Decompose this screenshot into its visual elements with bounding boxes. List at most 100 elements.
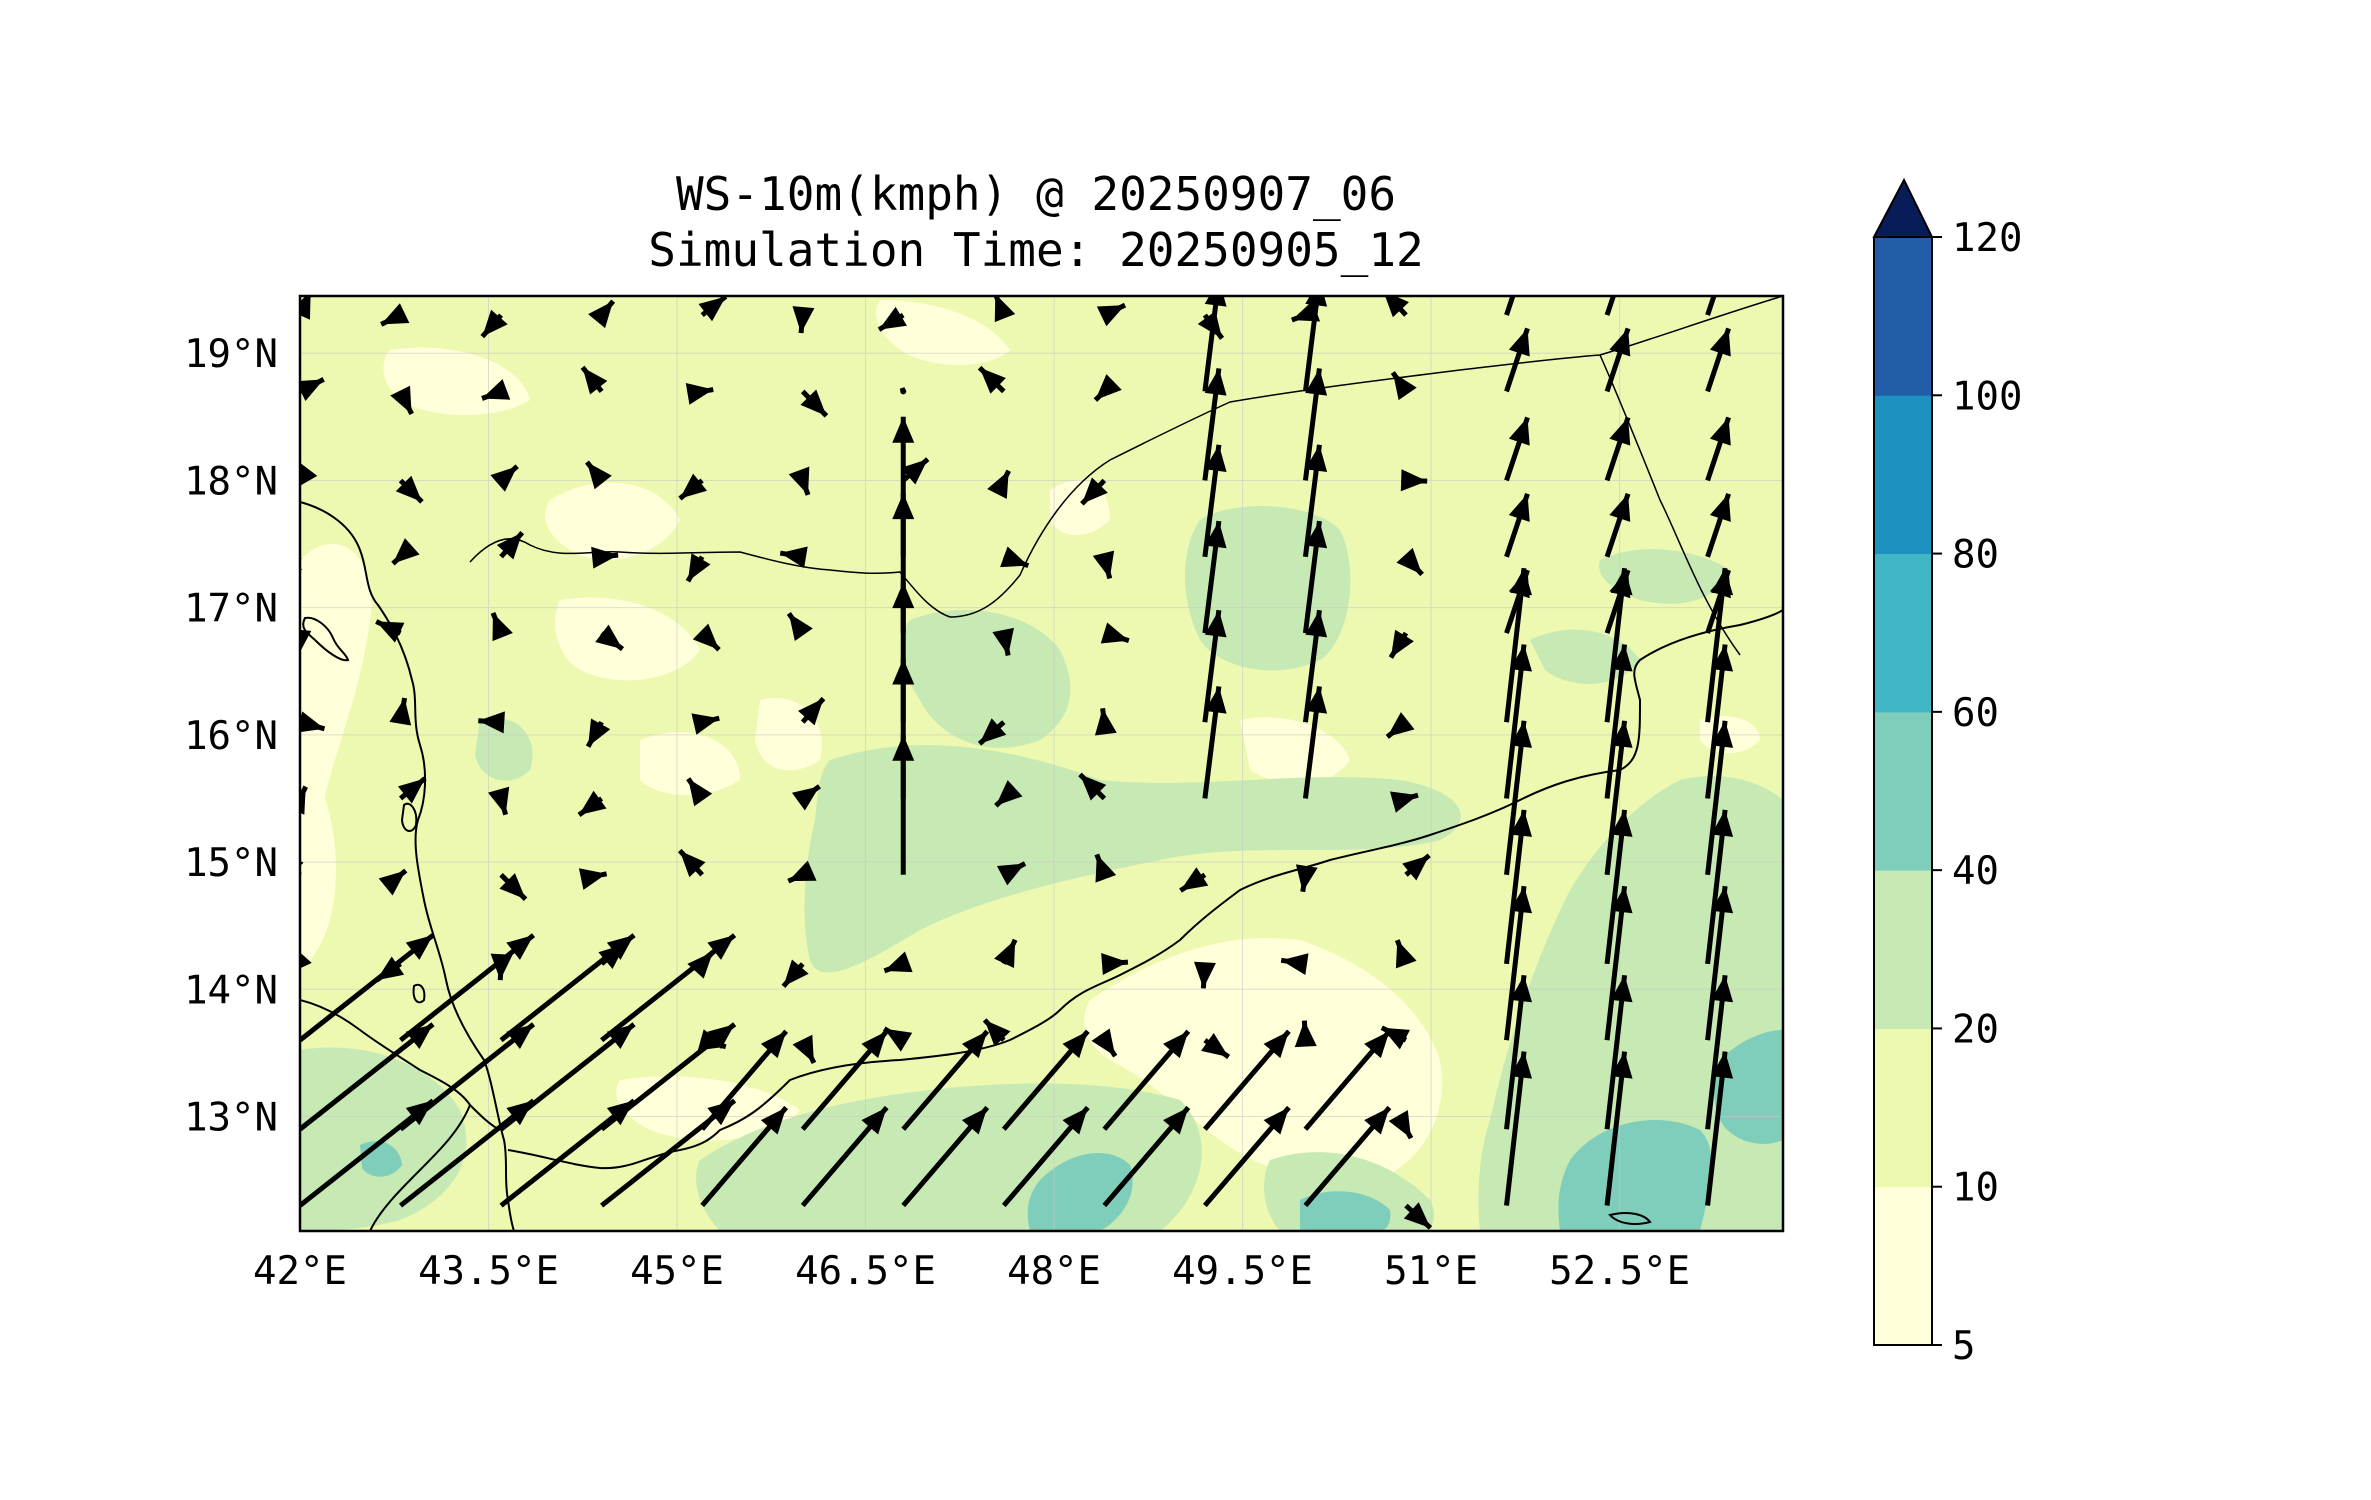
wind-arrow (883, 1026, 913, 1052)
longitude-tick-label: 51°E (1384, 1249, 1478, 1294)
wind-arrow (1179, 867, 1209, 893)
saudi-yemen-border (469, 296, 1783, 618)
wind-arrow (480, 309, 508, 339)
wind-arrow (300, 1022, 435, 1132)
wind-arrow (792, 306, 815, 334)
wind-arrow (781, 959, 809, 989)
longitude-tick-label: 45°E (630, 1249, 724, 1294)
wind-arrow (1202, 1029, 1291, 1131)
colorbar: 5 10 20 40 60 80 100 120 (1872, 177, 2022, 1369)
wind-arrow (994, 938, 1018, 968)
colorbar-frame (1873, 236, 1933, 1346)
wind-arrow (1390, 371, 1417, 401)
wind-arrow (1001, 1029, 1090, 1131)
latitude-tick-label: 16°N (184, 714, 278, 759)
wind-arrow (600, 933, 737, 1043)
wind-arrow (397, 776, 427, 804)
horn-of-africa-coastline (300, 999, 501, 1131)
colorbar-band (1874, 395, 1932, 555)
wind-arrow (1388, 629, 1414, 659)
longitude-tick-label: 46.5°E (795, 1249, 936, 1294)
wind-arrow (1604, 416, 1631, 482)
zubair-island (412, 983, 426, 1004)
wind-arrow (580, 365, 608, 395)
wind-arrow (1604, 885, 1633, 1041)
wind-arrow (1604, 567, 1633, 723)
wind-arrow (488, 786, 510, 816)
wind-arrow (877, 306, 907, 332)
wind-arrow (1302, 296, 1328, 392)
wind-arrow (788, 466, 811, 496)
wind-arrow (1400, 469, 1428, 492)
kamaran-island (400, 802, 418, 832)
wind-arrow (1705, 644, 1734, 799)
longitude-tick-label: 43.5°E (418, 1249, 559, 1294)
title-line-2: Simulation Time: 20250905_12 (648, 223, 1423, 277)
wind-arrow (901, 1029, 990, 1131)
wind-arrow (591, 546, 619, 569)
wind-arrow (686, 777, 713, 807)
wind-arrow (1504, 809, 1533, 965)
wind-arrow (1396, 547, 1424, 577)
wind-arrow (300, 1098, 435, 1208)
colorbar-ticks: 5 10 20 40 60 80 100 120 (1932, 216, 2022, 1369)
wind-arrow (993, 296, 1016, 323)
latitude-tick-label: 19°N (184, 332, 278, 377)
map-frame (298, 294, 1785, 1233)
coastlines (300, 501, 1783, 1231)
wind-arrow (577, 790, 607, 817)
wind-arrow (685, 553, 711, 583)
colorbar-tick-label: 80 (1952, 533, 1999, 578)
wind-arrow (300, 296, 312, 320)
wind-arrow (1302, 686, 1328, 799)
wind-arrow (982, 1018, 1011, 1047)
wind-arrow (1385, 712, 1415, 739)
wind-arrow (300, 629, 312, 657)
wind-arrow (1202, 368, 1227, 481)
colorbar-band (1874, 870, 1932, 1029)
wind-arrow (395, 475, 424, 504)
wind-arrow (1504, 1051, 1533, 1206)
wind-arrow (300, 377, 325, 401)
wind-arrow (1092, 550, 1115, 580)
wind-arrow (800, 1105, 889, 1208)
wind-arrow (1504, 567, 1533, 723)
wind-arrow (1201, 1032, 1231, 1059)
longitude-tick-label: 48°E (1007, 1249, 1101, 1294)
wind-arrow (677, 848, 706, 878)
wind-arrow (1604, 974, 1633, 1130)
wind-arrow (1705, 720, 1734, 876)
wind-arrow (1604, 327, 1631, 393)
wind-arrow (1604, 492, 1631, 558)
wind-arrow (378, 868, 408, 896)
wind-arrow (585, 460, 612, 490)
colorbar-tick-label: 40 (1952, 849, 1999, 894)
wind-arrow (300, 462, 318, 486)
wind-arrow (578, 868, 608, 890)
longitude-tick-label: 52.5°E (1549, 1249, 1690, 1294)
wind-arrow (1094, 708, 1117, 736)
wind-vectors (300, 296, 1734, 1230)
wind-arrow (792, 1034, 817, 1065)
wind-arrow (595, 624, 625, 652)
wind-arrow (1504, 327, 1530, 393)
wind-arrow (398, 1098, 536, 1208)
wind-arrow (1705, 885, 1734, 1041)
latitude-tick-label: 13°N (184, 1096, 278, 1141)
wind-arrow (1303, 1029, 1392, 1131)
colorbar-band (1874, 237, 1932, 396)
wind-arrow (300, 711, 326, 733)
wind-arrow (1001, 1105, 1090, 1208)
latitude-tick-label: 18°N (184, 459, 278, 504)
wind-arrow (691, 713, 720, 735)
wind-arrow (1604, 296, 1617, 316)
wind-arrow (1193, 961, 1216, 989)
wind-arrow (1280, 953, 1309, 975)
colorbar-band (1874, 711, 1932, 871)
wind-arrow (1078, 772, 1107, 801)
wind-arrow (779, 546, 808, 569)
wind-arrow (901, 1105, 990, 1208)
wind-arrow (692, 623, 721, 652)
longitude-ticks: 42°E 43.5°E 45°E 46.5°E 48°E 49.5°E 51°E 52.5°E (253, 1249, 1690, 1294)
